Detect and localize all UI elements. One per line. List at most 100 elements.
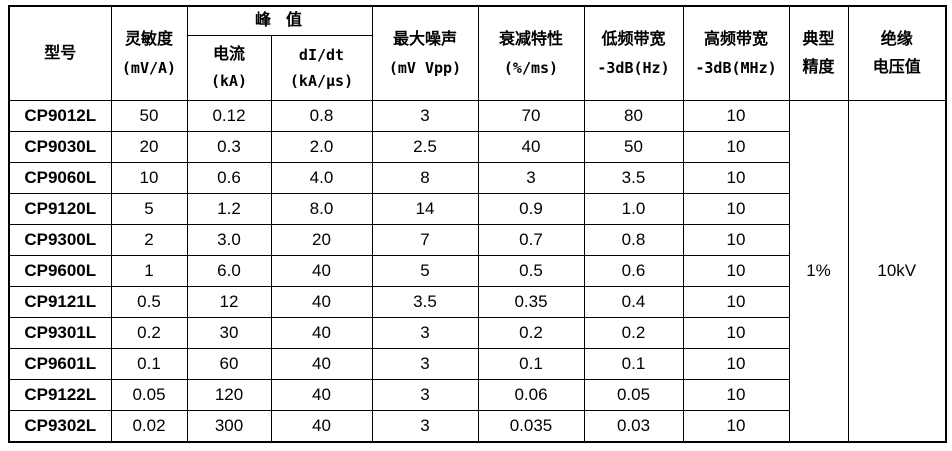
cell-high-bandwidth: 10 — [682, 100, 790, 132]
cell-attenuation: 0.7 — [477, 224, 585, 256]
cell-attenuation: 0.5 — [477, 255, 585, 287]
header-low-bandwidth: 低频带宽 -3dB(Hz) — [583, 5, 684, 101]
cell-didt: 40 — [270, 379, 373, 411]
cell-didt: 8.0 — [270, 193, 373, 225]
header-typical-accuracy-line1: 典型 — [802, 30, 835, 48]
cell-sensitivity: 5 — [110, 193, 188, 225]
cell-didt: 40 — [270, 255, 373, 287]
cell-low-bandwidth: 1.0 — [583, 193, 684, 225]
cell-model: CP9601L — [8, 348, 112, 380]
table-row: CP9030L 20 0.3 2.0 2.5 40 50 10 — [8, 131, 946, 163]
cell-peak-current: 0.6 — [186, 162, 272, 194]
cell-peak-current: 60 — [186, 348, 272, 380]
header-row-top: 型号 灵敏度 (mV/A) 峰 值 最大噪声 (mV Vpp) 衰减特性 (%/… — [8, 5, 947, 101]
header-peak-current-unit: (kA) — [210, 72, 248, 90]
cell-didt: 40 — [270, 348, 373, 380]
header-high-bandwidth-unit: -3dB(MHz) — [695, 58, 777, 77]
cell-low-bandwidth: 50 — [583, 131, 684, 163]
header-max-noise-unit: (mV Vpp) — [388, 58, 462, 77]
cell-sensitivity: 50 — [110, 100, 188, 132]
cell-attenuation: 0.1 — [477, 348, 585, 380]
cell-model: CP9600L — [8, 255, 112, 287]
header-row-sub: 电流 (kA) dI/dt (kA/μs) — [9, 35, 946, 101]
cell-sensitivity: 0.5 — [110, 286, 188, 318]
header-attenuation-unit: (%/ms) — [503, 58, 559, 77]
cell-low-bandwidth: 0.8 — [583, 224, 684, 256]
header-sensitivity-unit: (mV/A) — [121, 58, 177, 77]
header-low-bandwidth-cn: 低频带宽 — [601, 30, 666, 48]
header-didt-label: dI/dt — [298, 46, 345, 64]
cell-max-noise: 3 — [371, 348, 479, 380]
cell-max-noise: 14 — [371, 193, 479, 225]
cell-typical-accuracy: 1% — [788, 100, 849, 442]
cell-sensitivity: 20 — [110, 131, 188, 163]
cell-didt: 40 — [270, 286, 373, 318]
cell-didt: 40 — [270, 410, 373, 442]
cell-max-noise: 3 — [371, 100, 479, 132]
cell-attenuation: 0.2 — [477, 317, 585, 349]
header-max-noise: 最大噪声 (mV Vpp) — [371, 5, 479, 101]
cell-model: CP9012L — [8, 100, 112, 132]
cell-peak-current: 6.0 — [186, 255, 272, 287]
cell-high-bandwidth: 10 — [682, 286, 790, 318]
cell-high-bandwidth: 10 — [682, 193, 790, 225]
cell-peak-current: 300 — [186, 410, 272, 442]
table-row: CP9120L 5 1.2 8.0 14 0.9 1.0 10 — [8, 193, 946, 225]
cell-max-noise: 2.5 — [371, 131, 479, 163]
cell-peak-current: 0.12 — [186, 100, 272, 132]
header-attenuation: 衰减特性 (%/ms) — [477, 5, 585, 101]
cell-max-noise: 3 — [371, 317, 479, 349]
cell-low-bandwidth: 80 — [583, 100, 684, 132]
cell-sensitivity: 2 — [110, 224, 188, 256]
cell-attenuation: 0.35 — [477, 286, 585, 318]
cell-peak-current: 3.0 — [186, 224, 272, 256]
cell-high-bandwidth: 10 — [682, 410, 790, 442]
header-typical-accuracy-line2: 精度 — [802, 58, 835, 76]
cell-peak-current: 30 — [186, 317, 272, 349]
table-row: CP9600L 1 6.0 40 5 0.5 0.6 10 — [8, 255, 946, 287]
cell-low-bandwidth: 0.1 — [583, 348, 684, 380]
cell-high-bandwidth: 10 — [682, 255, 790, 287]
header-high-bandwidth: 高频带宽 -3dB(MHz) — [682, 5, 790, 101]
cell-max-noise: 5 — [371, 255, 479, 287]
cell-sensitivity: 10 — [110, 162, 188, 194]
table-row: CP9060L 10 0.6 4.0 8 3 3.5 10 — [8, 162, 946, 194]
cell-model: CP9030L — [8, 131, 112, 163]
cell-low-bandwidth: 3.5 — [583, 162, 684, 194]
cell-model: CP9302L — [8, 410, 112, 442]
cell-model: CP9122L — [8, 379, 112, 411]
cell-sensitivity: 0.02 — [110, 410, 188, 442]
cell-model: CP9060L — [8, 162, 112, 194]
header-typical-accuracy: 典型 精度 — [788, 5, 849, 101]
cell-attenuation: 0.9 — [477, 193, 585, 225]
header-sensitivity: 灵敏度 (mV/A) — [110, 5, 188, 101]
cell-didt: 2.0 — [270, 131, 373, 163]
header-insulation-voltage-line1: 绝缘 — [880, 30, 913, 48]
header-attenuation-cn: 衰减特性 — [498, 30, 563, 48]
cell-attenuation: 3 — [477, 162, 585, 194]
cell-peak-current: 0.3 — [186, 131, 272, 163]
cell-low-bandwidth: 0.6 — [583, 255, 684, 287]
header-peak-current: 电流 (kA) — [186, 35, 272, 101]
cell-peak-current: 12 — [186, 286, 272, 318]
table-row: CP9300L 2 3.0 20 7 0.7 0.8 10 — [8, 224, 946, 256]
header-high-bandwidth-cn: 高频带宽 — [703, 30, 768, 48]
cell-high-bandwidth: 10 — [682, 348, 790, 380]
table-row: CP9012L 50 0.12 0.8 3 70 80 10 1% 10kV — [8, 100, 947, 442]
cell-high-bandwidth: 10 — [682, 131, 790, 163]
cell-low-bandwidth: 0.05 — [583, 379, 684, 411]
cell-sensitivity: 0.05 — [110, 379, 188, 411]
table-row: CP9302L 0.02 300 40 3 0.035 0.03 10 — [8, 410, 946, 442]
cell-high-bandwidth: 10 — [682, 379, 790, 411]
header-insulation-voltage-line2: 电压值 — [872, 58, 921, 76]
cell-sensitivity: 0.2 — [110, 317, 188, 349]
cell-attenuation: 0.06 — [477, 379, 585, 411]
cell-high-bandwidth: 10 — [682, 317, 790, 349]
cell-sensitivity: 1 — [110, 255, 188, 287]
cell-peak-current: 120 — [186, 379, 272, 411]
cell-max-noise: 3 — [371, 410, 479, 442]
cell-attenuation: 0.035 — [477, 410, 585, 442]
cell-attenuation: 70 — [477, 100, 585, 132]
cell-model: CP9301L — [8, 317, 112, 349]
header-insulation-voltage: 绝缘 电压值 — [847, 5, 947, 101]
